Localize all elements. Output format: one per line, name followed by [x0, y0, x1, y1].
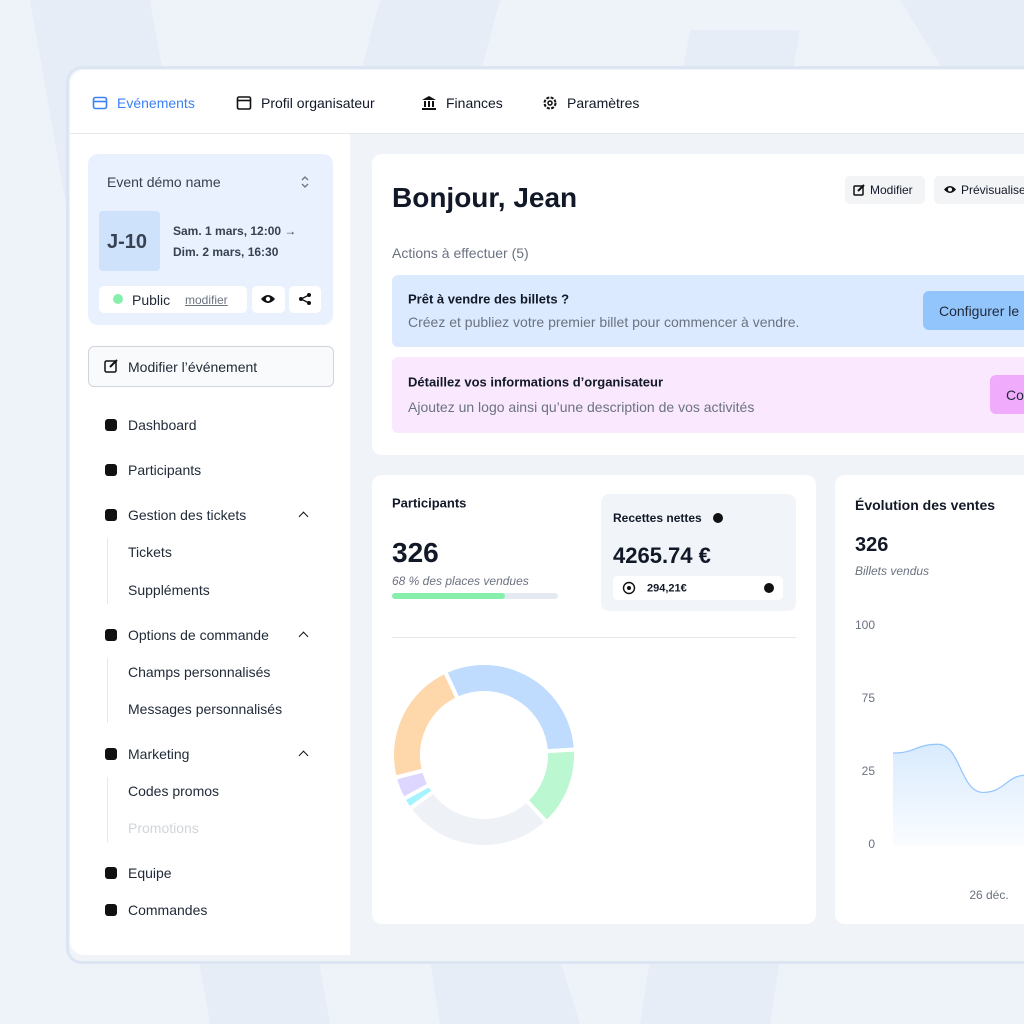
status-pill — [99, 286, 247, 313]
edit-icon — [853, 184, 865, 196]
action-button[interactable] — [923, 291, 1024, 330]
area — [893, 744, 1024, 845]
event-date: Dim. 2 mars, 16:30 — [173, 245, 279, 259]
select-chevron — [301, 176, 309, 188]
y-tick-label: 100 — [855, 618, 875, 632]
top-nav — [70, 70, 1024, 134]
chart-subtitle: Billets vendus — [855, 564, 930, 578]
menu-icon — [105, 748, 117, 760]
greeting: Bonjour, Jean — [392, 182, 578, 213]
menu-item[interactable]: Dashboard — [128, 417, 197, 433]
edit-event-label: Modifier l’événement — [128, 359, 258, 375]
tab-icon — [543, 96, 557, 110]
action-description: Créez et publiez votre premier billet po… — [408, 314, 800, 330]
submenu-item[interactable]: Messages personnalisés — [128, 701, 283, 717]
submenu-item[interactable]: Champs personnalisés — [128, 664, 271, 680]
menu-icon — [105, 629, 117, 641]
menu-icon — [105, 464, 117, 476]
menu-item[interactable]: Gestion des tickets — [128, 507, 247, 523]
submenu-item[interactable]: Tickets — [128, 544, 172, 560]
submenu-line — [107, 538, 108, 604]
area-line — [892, 743, 1024, 794]
submenu-line — [107, 658, 108, 723]
action-card — [392, 275, 1024, 347]
share-button[interactable] — [289, 286, 321, 313]
submenu-item[interactable]: Promotions — [128, 820, 199, 836]
nav-tab[interactable]: Paramètres — [567, 95, 640, 111]
menu-item[interactable]: Options de commande — [128, 627, 269, 643]
action-title: Prêt à vendre des billets ? — [408, 291, 570, 307]
button-label: Modifier — [870, 183, 913, 197]
share-icon — [299, 293, 311, 305]
y-tick-label: 75 — [862, 691, 876, 705]
stat-title: Participants — [392, 495, 467, 511]
chart-value: 326 — [855, 534, 889, 556]
edit-icon — [104, 359, 118, 373]
revenue-value: 4265.74 € — [613, 543, 711, 568]
y-tick-label: 0 — [868, 837, 875, 851]
separator — [392, 637, 796, 638]
status-dot — [113, 294, 123, 304]
action-description: Ajoutez un logo ainsi qu’une description… — [408, 399, 755, 415]
donut-chart — [390, 661, 578, 849]
donut-segment — [390, 668, 461, 781]
y-tick-label: 25 — [862, 764, 876, 778]
donut-segment — [442, 661, 578, 754]
edit-event-button[interactable] — [88, 346, 334, 387]
nav-tab[interactable]: Profil organisateur — [261, 95, 375, 111]
stat-value: 326 — [392, 537, 439, 568]
info-icon[interactable] — [713, 513, 723, 523]
chart-title: Évolution des ventes — [855, 497, 996, 513]
eye-icon — [944, 186, 956, 193]
x-tick-label: 26 déc. — [969, 888, 1008, 902]
action-card — [392, 357, 1024, 433]
event-date: Sam. 1 mars, 12:00 → — [173, 224, 297, 238]
revenue-title: Recettes nettes — [613, 511, 702, 525]
nav-tab[interactable]: Evénements — [117, 95, 195, 111]
button-label: Prévisualise — [961, 183, 1024, 197]
eye-icon — [261, 295, 275, 303]
revenue-detail-pill — [613, 576, 783, 600]
tab-icon — [422, 96, 436, 110]
submenu-line — [107, 777, 108, 842]
tab-icon — [92, 96, 108, 110]
action-button-label: Configurer le — [939, 303, 1020, 319]
submenu-item[interactable]: Codes promos — [128, 783, 220, 799]
action-title: Détaillez vos informations d’organisateu… — [408, 374, 663, 390]
actions-title: Actions à effectuer (5) — [392, 245, 529, 261]
menu-item[interactable]: Marketing — [128, 746, 190, 762]
area-chart: 0 25 75 100 26 déc. — [855, 618, 1024, 902]
coins-icon — [622, 581, 636, 595]
menu-item[interactable]: Participants — [128, 462, 202, 478]
tab-icon — [236, 96, 252, 110]
nav-tab[interactable]: Finances — [446, 95, 503, 111]
status-link[interactable]: modifier — [185, 293, 228, 307]
menu-icon — [105, 419, 117, 431]
donut-segment — [406, 788, 550, 849]
menu-icon — [105, 867, 117, 879]
menu-item[interactable]: Commandes — [128, 902, 208, 918]
countdown: J-10 — [107, 231, 148, 253]
stat-subtitle: 68 % des places vendues — [392, 574, 529, 588]
menu-item[interactable]: Equipe — [128, 865, 172, 881]
menu-icon — [105, 509, 117, 521]
action-button-label: Co — [1006, 387, 1024, 403]
revenue-detail: 294,21€ — [647, 582, 687, 595]
submenu-item[interactable]: Suppléments — [128, 582, 210, 598]
status: Public — [132, 292, 171, 308]
sales-card — [835, 475, 1024, 924]
event-name[interactable]: Event démo name — [107, 174, 221, 190]
menu-icon — [105, 904, 117, 916]
countdown-box — [99, 211, 160, 271]
info-icon[interactable] — [764, 583, 774, 593]
progress-fill — [392, 593, 505, 599]
action-button[interactable] — [990, 375, 1024, 414]
